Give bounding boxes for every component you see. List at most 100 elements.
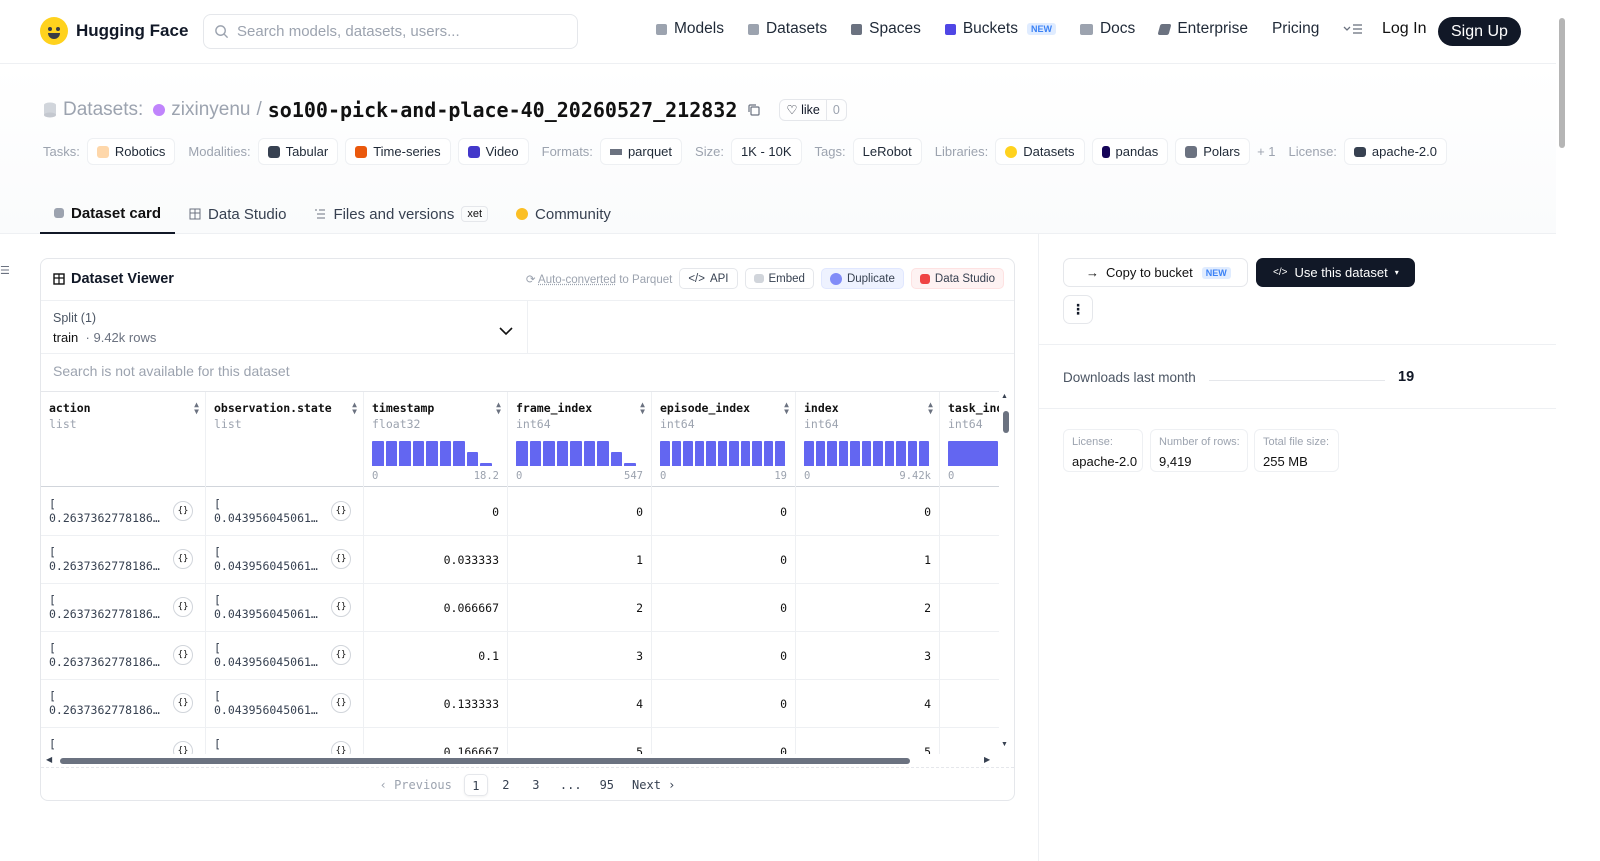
data-studio-button[interactable]: Data Studio <box>910 268 1004 289</box>
table-cell[interactable]: 0.1 <box>364 632 507 680</box>
histogram-bar[interactable] <box>838 441 848 466</box>
search-box[interactable] <box>203 14 578 49</box>
search-input[interactable] <box>237 23 557 40</box>
nav-spaces[interactable]: Spaces <box>851 20 921 38</box>
table-cell[interactable]: 4 <box>796 680 939 728</box>
expand-json-button[interactable]: {} <box>331 501 351 521</box>
tab-dataset-card[interactable]: Dataset card <box>40 194 176 234</box>
library-chip-datasets[interactable]: Datasets <box>995 138 1085 165</box>
histogram-bar[interactable] <box>861 441 871 466</box>
scroll-left-icon[interactable]: ◀ <box>46 755 53 764</box>
table-cell[interactable] <box>940 536 999 584</box>
histogram-bar[interactable] <box>948 441 998 466</box>
histogram-bar[interactable] <box>516 441 528 466</box>
table-cell[interactable] <box>940 488 999 536</box>
histogram-bar[interactable] <box>412 441 424 466</box>
license-chip[interactable]: apache-2.0 <box>1343 138 1447 165</box>
table-cell[interactable]: 0 <box>652 680 795 728</box>
sort-icon[interactable]: ▲ ▼ <box>640 400 645 416</box>
scroll-down-icon[interactable]: ▼ <box>1001 741 1008 748</box>
table-cell[interactable]: [0.2637362778186… {} <box>41 488 205 536</box>
column-header[interactable]: timestamp float32 ▲ ▼ 0 18.2 <box>364 392 507 487</box>
histogram-bar[interactable] <box>597 441 609 466</box>
copy-to-bucket-button[interactable]: → Copy to bucket NEW <box>1063 258 1248 287</box>
vertical-scroll-thumb[interactable] <box>1003 411 1009 433</box>
histogram-bar[interactable] <box>372 441 384 466</box>
histogram-bar[interactable] <box>763 441 773 466</box>
table-cell[interactable]: 0 <box>796 488 939 536</box>
histogram-bar[interactable] <box>480 463 492 466</box>
tab-files-and-versions[interactable]: Files and versions xet <box>300 194 502 234</box>
table-cell[interactable]: 0 <box>652 536 795 584</box>
histogram-bar[interactable] <box>543 441 555 466</box>
expand-json-button[interactable]: {} <box>173 501 193 521</box>
page-scrollbar[interactable] <box>1556 0 1568 861</box>
expand-json-button[interactable]: {} <box>331 597 351 617</box>
horizontal-scroll-thumb[interactable] <box>60 758 910 764</box>
histogram-bar[interactable] <box>385 441 397 466</box>
column-header[interactable]: task_index int64 0 <box>940 392 999 487</box>
api-button[interactable]: </> API <box>679 268 738 289</box>
expand-json-button[interactable]: {} <box>173 645 193 665</box>
modality-chip-tabular[interactable]: Tabular <box>257 138 339 165</box>
histogram-bar[interactable] <box>660 441 670 466</box>
nav-buckets[interactable]: Buckets NEW <box>944 20 1056 38</box>
nav-models[interactable]: Models <box>656 20 724 38</box>
expand-json-button[interactable]: {} <box>173 741 193 754</box>
table-cell[interactable]: 5 <box>508 728 651 754</box>
expand-json-button[interactable]: {} <box>331 741 351 754</box>
table-cell[interactable]: [0.043956045061… {} <box>206 488 363 536</box>
more-options-button[interactable]: ⋮ <box>1063 295 1093 324</box>
expand-json-button[interactable]: {} <box>331 549 351 569</box>
table-cell[interactable]: [0.043956045061… {} <box>206 632 363 680</box>
table-cell[interactable]: 3 <box>508 632 651 680</box>
histogram-bar[interactable] <box>671 441 681 466</box>
histogram-bar[interactable] <box>706 441 716 466</box>
horizontal-scrollbar[interactable]: ◀ ▶ <box>46 755 996 767</box>
table-cell[interactable]: [0.043956045061… {} <box>206 536 363 584</box>
tab-community[interactable]: Community <box>502 194 625 234</box>
sort-icon[interactable]: ▲ ▼ <box>352 400 357 416</box>
table-cell[interactable]: [0.2637362778186… {} <box>41 536 205 584</box>
histogram-bar[interactable] <box>729 441 739 466</box>
nav-pricing[interactable]: Pricing <box>1272 20 1319 38</box>
table-cell[interactable]: 1 <box>796 536 939 584</box>
split-selector[interactable]: Split (1) train · 9.42k rows <box>41 300 528 354</box>
sort-icon[interactable]: ▲ ▼ <box>784 400 789 416</box>
scroll-right-icon[interactable]: ▶ <box>984 755 991 764</box>
table-cell[interactable]: 2 <box>796 584 939 632</box>
tag-chip-lerobot[interactable]: LeRobot <box>852 138 922 165</box>
vertical-scrollbar[interactable]: ▲ ▼ <box>1000 393 1010 753</box>
table-cell[interactable]: 0 <box>508 488 651 536</box>
embed-button[interactable]: Embed <box>744 268 814 289</box>
modality-chip-timeseries[interactable]: Time-series <box>345 138 451 165</box>
like-button[interactable]: ♡ like 0 <box>779 99 847 121</box>
sort-icon[interactable]: ▲ ▼ <box>496 400 501 416</box>
page-1-button[interactable]: 1 <box>463 774 488 796</box>
more-menu-button[interactable] <box>1343 23 1363 35</box>
histogram-bar[interactable] <box>907 441 917 466</box>
previous-page-button[interactable]: ‹ Previous <box>379 778 452 792</box>
column-header[interactable]: index int64 ▲ ▼ 0 9.42k <box>796 392 939 487</box>
sort-icon[interactable]: ▲ ▼ <box>928 400 933 416</box>
histogram-bar[interactable] <box>873 441 883 466</box>
table-cell[interactable]: [0.2637362778186… {} <box>41 632 205 680</box>
use-this-dataset-button[interactable]: </> Use this dataset ▾ <box>1256 258 1415 287</box>
histogram-bar[interactable] <box>896 441 906 466</box>
histogram-bar[interactable] <box>717 441 727 466</box>
table-cell[interactable]: [0.2637362778186… {} <box>41 680 205 728</box>
table-cell[interactable] <box>940 584 999 632</box>
table-cell[interactable]: 0 <box>652 488 795 536</box>
table-cell[interactable]: 0 <box>652 632 795 680</box>
table-cell[interactable]: [{} <box>41 728 205 754</box>
histogram-bar[interactable] <box>683 441 693 466</box>
tab-data-studio[interactable]: Data Studio <box>175 194 300 234</box>
table-cell[interactable]: 2 <box>508 584 651 632</box>
histogram-bar[interactable] <box>694 441 704 466</box>
task-chip-robotics[interactable]: Robotics <box>86 138 176 165</box>
histogram-bar[interactable] <box>439 441 451 466</box>
table-cell[interactable]: 4 <box>508 680 651 728</box>
nav-datasets[interactable]: Datasets <box>747 20 827 38</box>
repo-name-link[interactable]: so100-pick-and-place-40_20260527_212832 <box>267 98 738 122</box>
histogram-bar[interactable] <box>610 452 622 466</box>
